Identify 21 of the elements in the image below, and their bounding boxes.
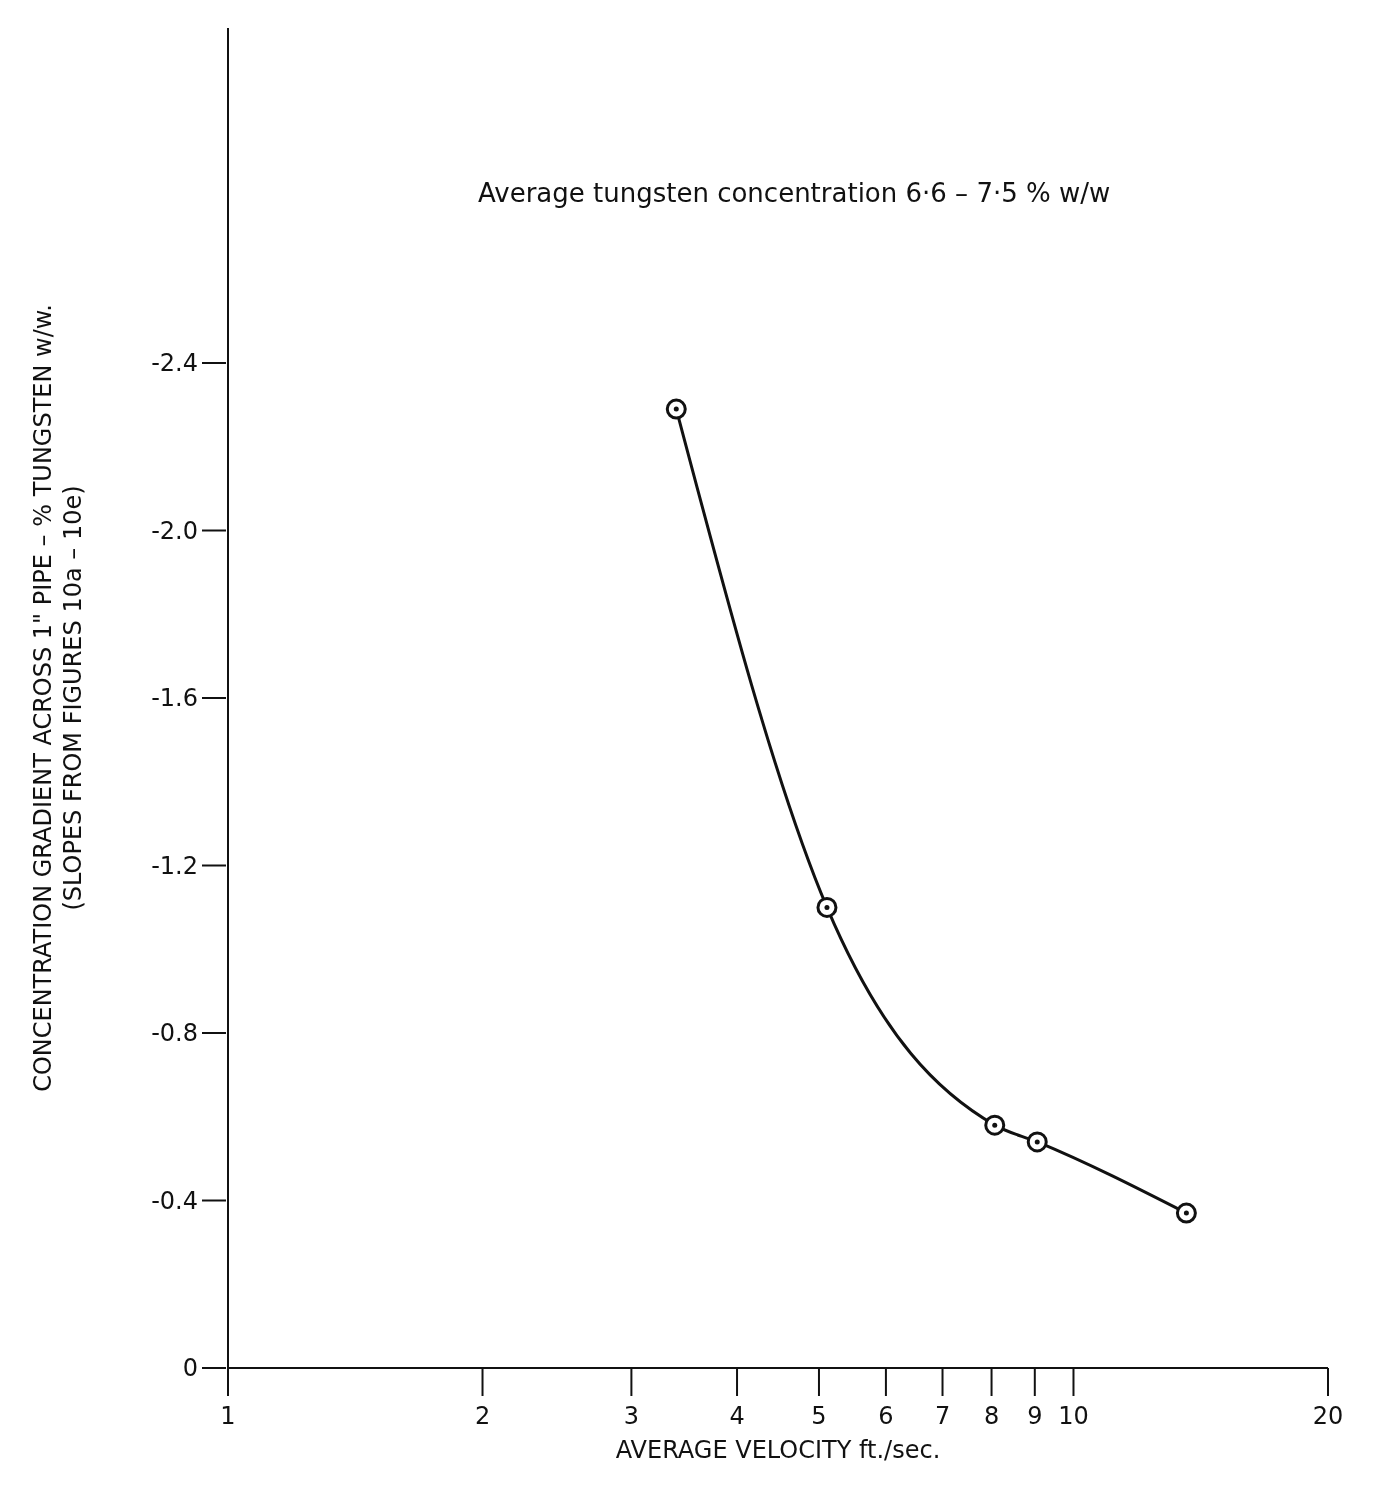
- y-tick-label: -1.2: [151, 851, 198, 880]
- y-tick-label: -1.6: [151, 684, 198, 712]
- x-tick-label: 20: [1312, 1402, 1344, 1430]
- x-tick-label: 5: [811, 1402, 827, 1430]
- x-tick-label: 4: [729, 1402, 745, 1430]
- y-tick-label: -0.4: [151, 1186, 198, 1215]
- x-tick-label: 9: [1027, 1402, 1043, 1430]
- y-axis-title: CONCENTRATION GRADIENT ACROSS 1" PIPE – % TUNGSTEN w/w. (SLOPES FROM FIGURES 10a – 10e): [28, 304, 88, 1092]
- y-tick-label: -2.4: [151, 349, 198, 377]
- y-tick-label: -0.8: [151, 1019, 198, 1047]
- x-tick-label: 2: [474, 1402, 491, 1430]
- x-axis-title: AVERAGE VELOCITY ft./sec.: [615, 1436, 941, 1464]
- y-tick-label: -2.0: [151, 516, 198, 545]
- x-tick-label: 3: [623, 1402, 640, 1430]
- x-tick-label: 8: [983, 1402, 1000, 1430]
- y-tick-label: 0: [182, 1354, 198, 1382]
- x-tick-label: 10: [1058, 1402, 1089, 1430]
- x-tick-label: 7: [934, 1402, 951, 1430]
- x-tick-label: 1: [220, 1402, 236, 1430]
- annotation: Average tungsten concentration 6·6 – 7·5 % w/w: [478, 178, 1111, 208]
- x-tick-label: 6: [878, 1402, 894, 1430]
